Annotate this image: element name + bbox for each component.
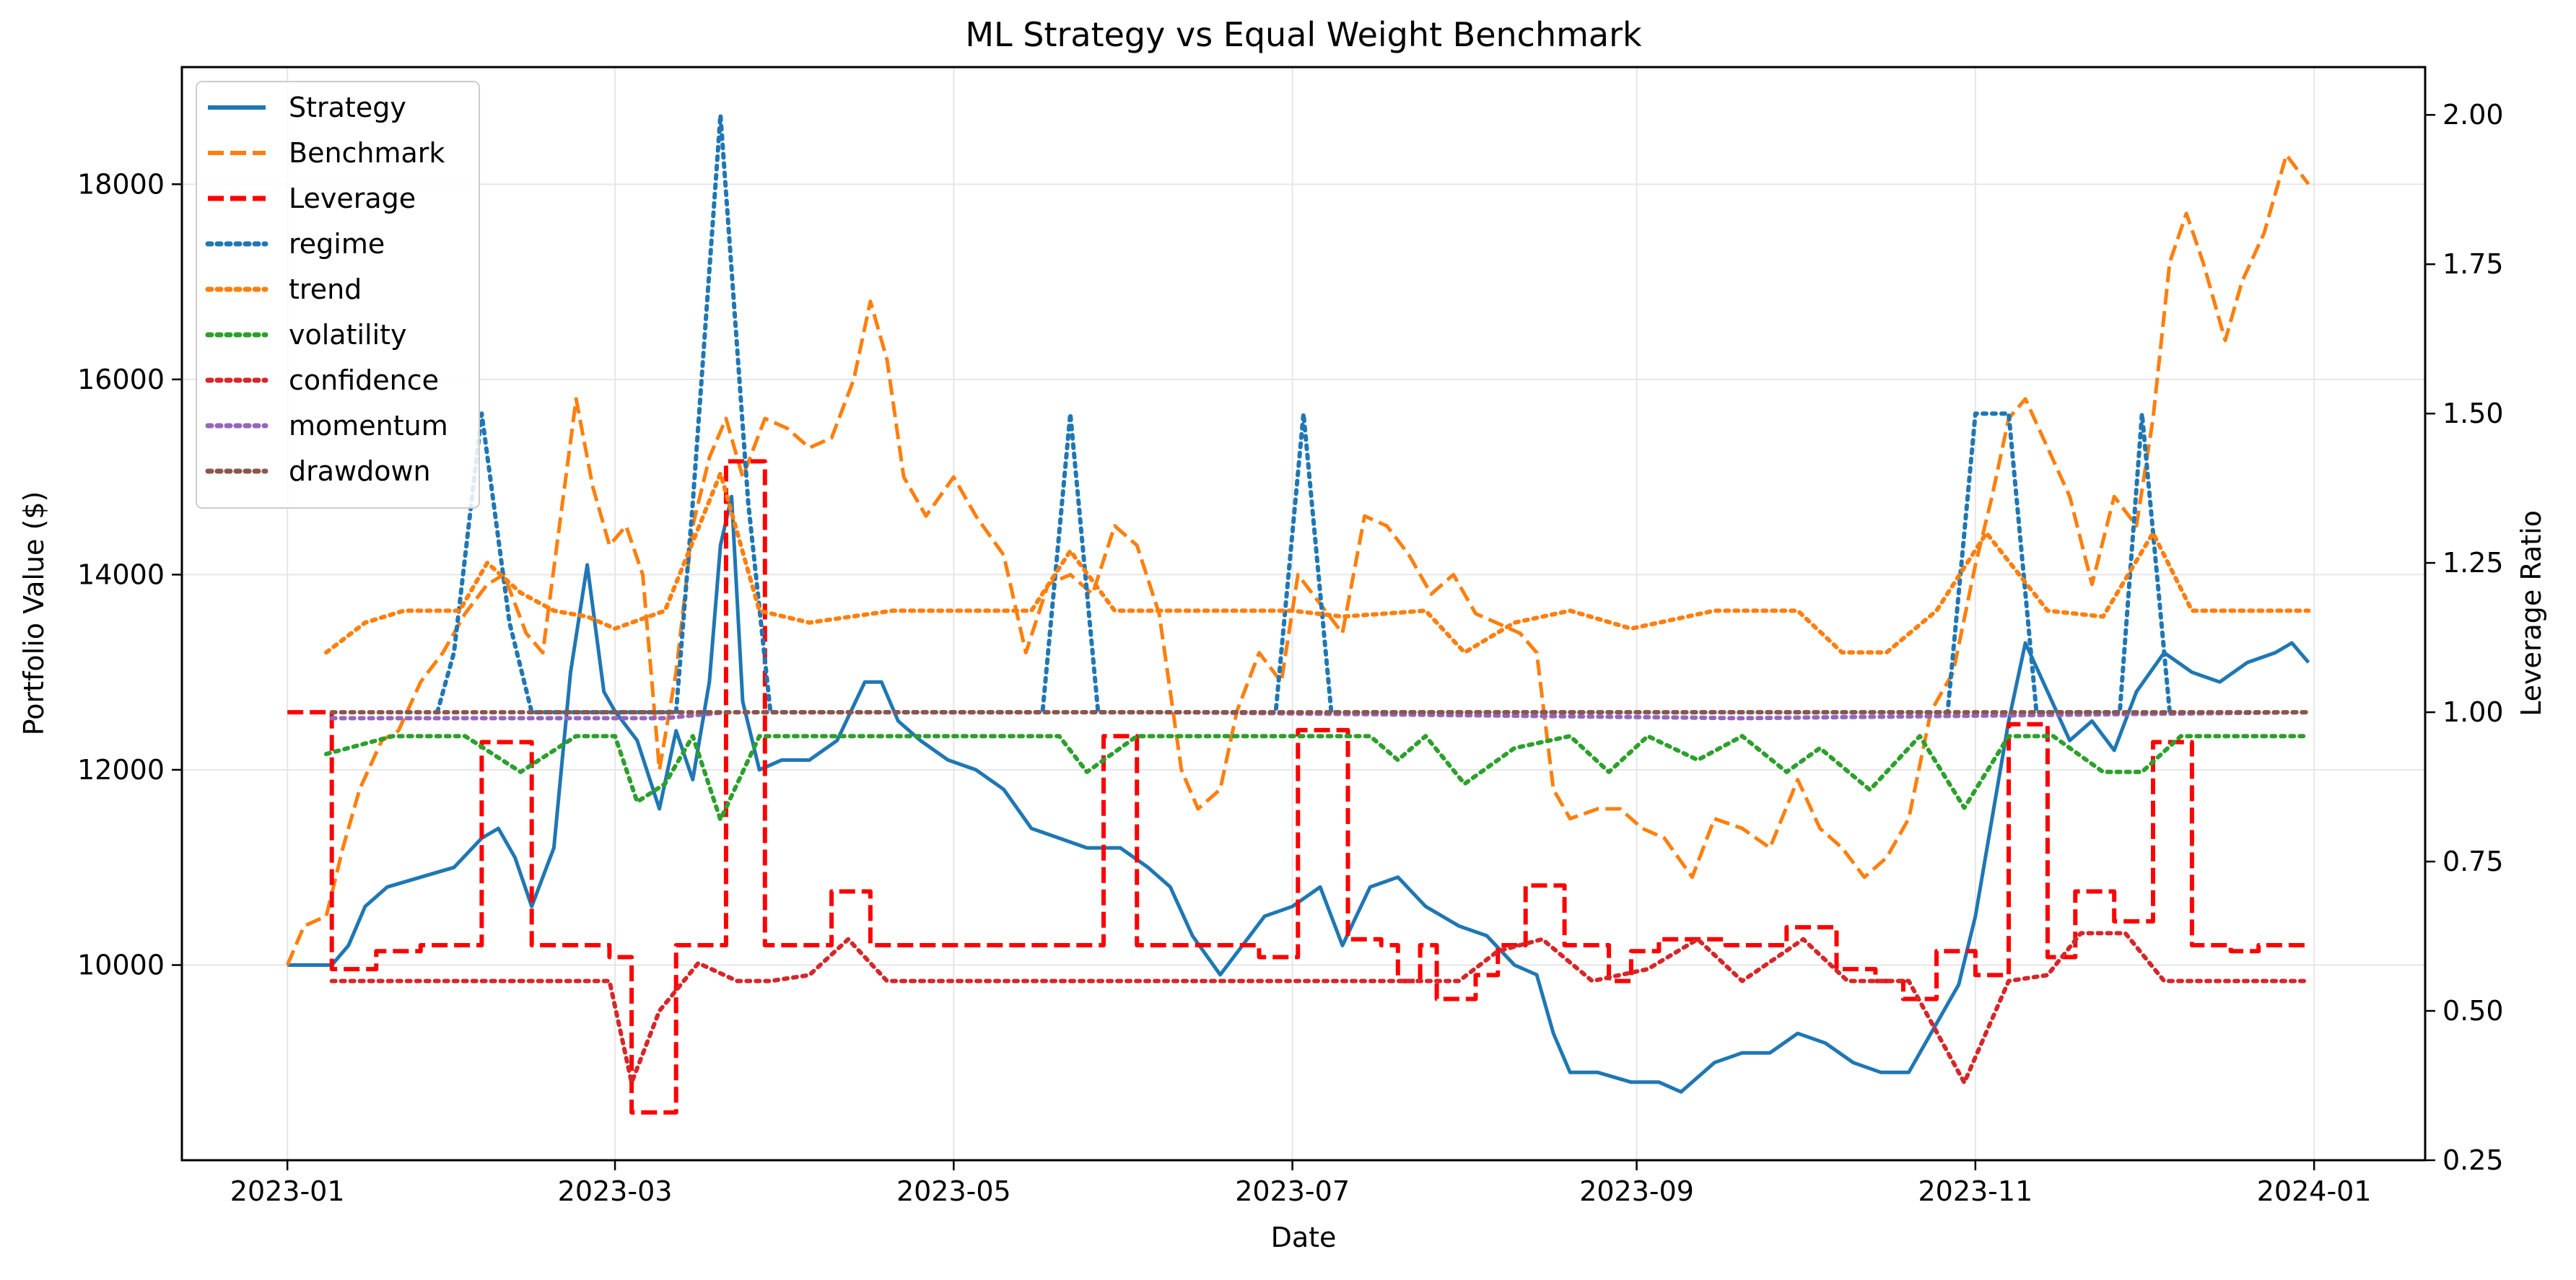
series-volatility-line [324,734,2311,823]
y2-tick-label: 1.25 [2442,547,2504,579]
y-tick-label: 18000 [77,168,165,200]
legend-label: Benchmark [289,137,445,169]
plot-frame [180,66,2427,1162]
x-tick-label: 2023-09 [1579,1175,1694,1207]
y2-tick-label: 0.75 [2442,846,2504,877]
y-tick-label: 10000 [77,949,165,981]
legend: Strategy Benchmark Leverage regime trend vola… [196,81,480,509]
legend-label: volatility [289,319,407,351]
axes: 2023-01 2023-03 2023-05 2023-07 2023-09 2023-… [77,99,2504,1207]
x-tick-label: 2023-05 [896,1175,1011,1207]
x-tick-label: 2023-11 [1918,1175,2033,1207]
chart-title: ML Strategy vs Equal Weight Benchmark [965,15,1642,54]
y2-tick-label: 0.25 [2442,1144,2504,1176]
legend-label: confidence [289,364,439,396]
y2-tick-label: 1.75 [2442,248,2504,280]
x-axis-title: Date [1271,1222,1337,1253]
y-axis-title: Portfolio Value ($) [18,491,50,736]
series-benchmark-line [285,153,2310,966]
y2-tick-label: 1.00 [2442,696,2504,728]
y2-axis-title: Leverage Ratio [2515,510,2547,716]
y-tick-label: 14000 [77,558,165,590]
x-tick-label: 2023-07 [1235,1175,1350,1207]
y-tick-label: 12000 [77,754,165,786]
series-regime-line [435,113,2173,715]
series-confidence-line [329,931,2311,1085]
series-strategy-line [287,494,2310,1094]
legend-label: momentum [289,410,448,442]
gridlines [182,67,2425,1160]
x-tick-label: 2023-01 [230,1175,345,1207]
y2-tick-label: 2.00 [2442,99,2504,131]
series-trend-line [324,471,2311,655]
y2-tick-label: 0.50 [2442,995,2504,1027]
series-leverage-line [287,459,2309,1115]
legend-label: Leverage [289,183,416,214]
legend-box [196,81,480,509]
legend-label: drawdown [289,455,431,487]
y-tick-label: 16000 [77,364,165,395]
legend-label: Strategy [289,92,406,123]
x-tick-label: 2023-03 [558,1175,673,1207]
y2-tick-label: 1.50 [2442,398,2504,429]
series-layer [285,113,2311,1115]
legend-label: trend [289,273,362,305]
x-tick-label: 2024-01 [2257,1175,2372,1207]
legend-label: regime [289,228,385,260]
